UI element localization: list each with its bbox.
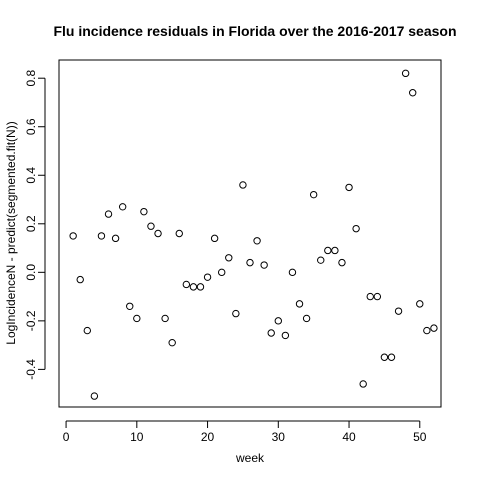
x-tick-label: 40 [342, 430, 356, 444]
x-tick-label: 0 [63, 430, 70, 444]
y-tick-label: 0.4 [24, 167, 38, 184]
y-axis-label: LogIncidenceN - predict(segmented.fit(N)… [4, 121, 18, 344]
x-tick-label: 10 [130, 430, 144, 444]
y-tick-label: 0.2 [24, 215, 38, 232]
y-tick-label: -0.2 [24, 310, 38, 331]
y-tick-label: 0.0 [24, 264, 38, 281]
chart-title: Flu incidence residuals in Florida over … [53, 23, 456, 39]
x-tick-label: 30 [272, 430, 286, 444]
y-tick-label: 0.6 [24, 118, 38, 135]
y-tick-label: -0.4 [24, 359, 38, 380]
x-tick-label: 20 [201, 430, 215, 444]
y-tick-label: 0.8 [24, 70, 38, 87]
x-tick-label: 50 [413, 430, 427, 444]
x-axis-label: week [235, 451, 265, 465]
